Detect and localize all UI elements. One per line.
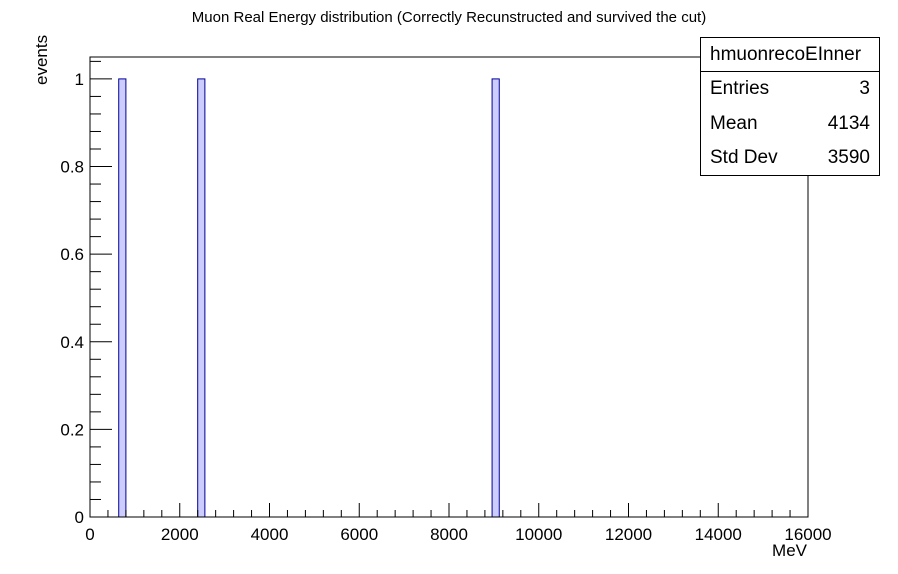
stats-entries-label: Entries <box>710 78 770 99</box>
stats-stddev-value: 3590 <box>827 147 870 168</box>
y-tick-label: 0.6 <box>60 245 84 264</box>
x-tick-label: 12000 <box>605 525 652 544</box>
x-tick-label: 2000 <box>161 525 199 544</box>
stats-mean-value: 4134 <box>827 112 870 134</box>
stats-row-mean: Mean 4134 <box>701 107 879 142</box>
y-tick-label: 0.4 <box>60 333 84 352</box>
x-tick-label: 14000 <box>695 525 742 544</box>
x-tick-label: 10000 <box>515 525 562 544</box>
stats-mean-label: Mean <box>710 112 758 134</box>
histogram-bar-0 <box>118 78 127 518</box>
chart-title: Muon Real Energy distribution (Correctly… <box>191 9 707 26</box>
x-tick-label: 16000 <box>784 525 831 544</box>
y-tick-label: 0.2 <box>60 420 84 439</box>
y-tick-label: 0 <box>75 508 84 527</box>
x-tick-label: 0 <box>85 525 94 544</box>
x-tick-label: 4000 <box>251 525 289 544</box>
y-tick-label: 0.8 <box>60 158 84 177</box>
stats-row-entries: Entries 3 <box>701 72 879 107</box>
stats-row-stddev: Std Dev 3590 <box>701 141 879 176</box>
stats-box: hmuonrecoEInner Entries 3 Mean 4134 Std … <box>700 37 880 176</box>
x-tick-label: 8000 <box>430 525 468 544</box>
histogram-bar-1 <box>197 78 206 518</box>
x-tick-label: 6000 <box>340 525 378 544</box>
x-axis-label: MeV <box>772 541 807 560</box>
histogram-bar-2 <box>491 78 500 518</box>
stats-stddev-label: Std Dev <box>710 147 778 168</box>
stats-histogram-name: hmuonrecoEInner <box>701 38 879 72</box>
y-tick-label: 1 <box>75 70 84 89</box>
stats-entries-value: 3 <box>859 78 870 99</box>
